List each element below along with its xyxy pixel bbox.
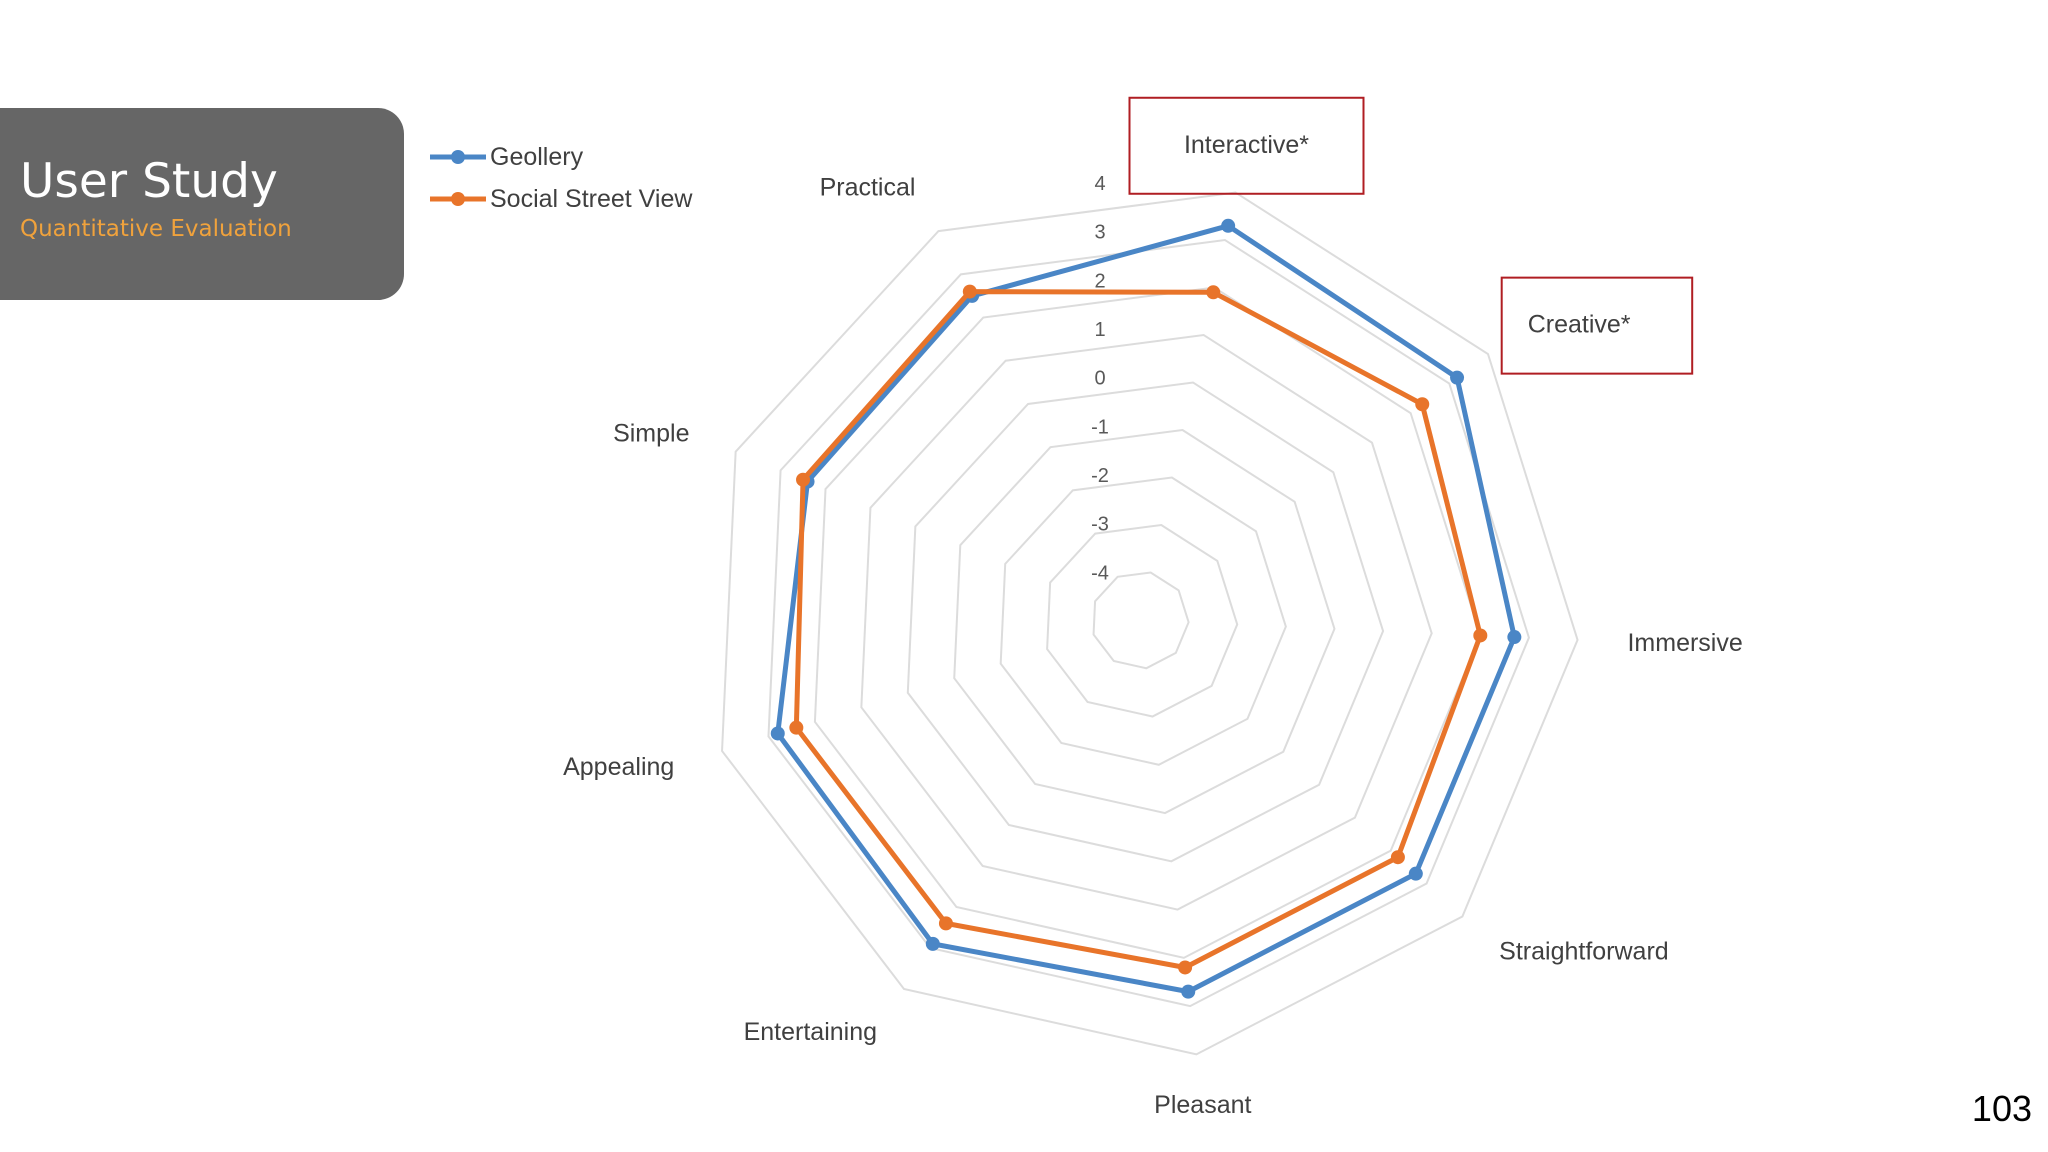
category-label: Appealing bbox=[563, 753, 674, 781]
grid-ring bbox=[1046, 523, 1239, 718]
grid-ring bbox=[860, 333, 1433, 911]
data-point bbox=[962, 284, 977, 299]
tick-label: 3 bbox=[1094, 222, 1105, 244]
tick-label: -4 bbox=[1091, 562, 1109, 584]
grid-ring bbox=[767, 239, 1530, 1008]
legend-label: Geollery bbox=[490, 142, 584, 171]
chart-legend: Geollery Social Street View bbox=[430, 136, 692, 220]
tick-label: 0 bbox=[1094, 368, 1105, 390]
data-point bbox=[789, 720, 804, 735]
data-point bbox=[1178, 960, 1193, 975]
grid-ring bbox=[813, 286, 1482, 959]
legend-item: Geollery bbox=[430, 136, 692, 178]
highlight-box bbox=[1128, 96, 1365, 195]
data-point bbox=[1408, 866, 1423, 881]
legend-item: Social Street View bbox=[430, 178, 692, 220]
series-line bbox=[775, 223, 1517, 995]
category-label: Straightforward bbox=[1499, 937, 1669, 965]
grid-ring bbox=[721, 191, 1579, 1056]
category-label: Entertaining bbox=[744, 1018, 877, 1046]
data-point bbox=[770, 726, 785, 741]
tick-label: 1 bbox=[1094, 319, 1105, 341]
legend-label: Social Street View bbox=[490, 184, 693, 213]
data-point bbox=[1450, 370, 1465, 385]
category-label: Simple bbox=[613, 419, 689, 447]
radar-grid bbox=[721, 191, 1579, 1056]
category-label: Practical bbox=[820, 174, 916, 202]
grid-ring bbox=[999, 476, 1287, 766]
title-card: User Study Quantitative Evaluation bbox=[0, 108, 404, 300]
grid-ring bbox=[953, 428, 1336, 815]
tick-label: 2 bbox=[1094, 270, 1105, 292]
grid-ring bbox=[1092, 571, 1190, 670]
category-label: Interactive* bbox=[1184, 131, 1309, 159]
category-label: Pleasant bbox=[1154, 1091, 1251, 1119]
category-label: Creative* bbox=[1528, 311, 1631, 339]
data-point bbox=[925, 936, 940, 951]
tick-label: 4 bbox=[1094, 173, 1105, 195]
grid-ring bbox=[906, 381, 1385, 863]
series-line bbox=[793, 289, 1483, 970]
category-label: Immersive bbox=[1627, 629, 1742, 657]
slide-title: User Study bbox=[20, 154, 278, 209]
data-point bbox=[938, 916, 953, 931]
legend-swatch bbox=[430, 192, 486, 206]
data-point bbox=[1206, 285, 1221, 300]
series-0 bbox=[770, 218, 1522, 999]
tick-label: -2 bbox=[1091, 465, 1109, 487]
series-1 bbox=[789, 284, 1488, 975]
data-point bbox=[1473, 628, 1488, 643]
tick-label: -1 bbox=[1091, 416, 1109, 438]
tick-label: -3 bbox=[1091, 514, 1109, 536]
data-point bbox=[1507, 630, 1522, 645]
data-point bbox=[1181, 984, 1196, 999]
highlight-box bbox=[1500, 276, 1694, 375]
legend-swatch bbox=[430, 150, 486, 164]
data-point bbox=[1221, 218, 1236, 233]
data-point bbox=[1390, 850, 1405, 865]
data-point bbox=[1415, 397, 1430, 412]
slide-subtitle: Quantitative Evaluation bbox=[20, 216, 292, 242]
page-number: 103 bbox=[1971, 1088, 2032, 1129]
data-point bbox=[796, 472, 811, 487]
